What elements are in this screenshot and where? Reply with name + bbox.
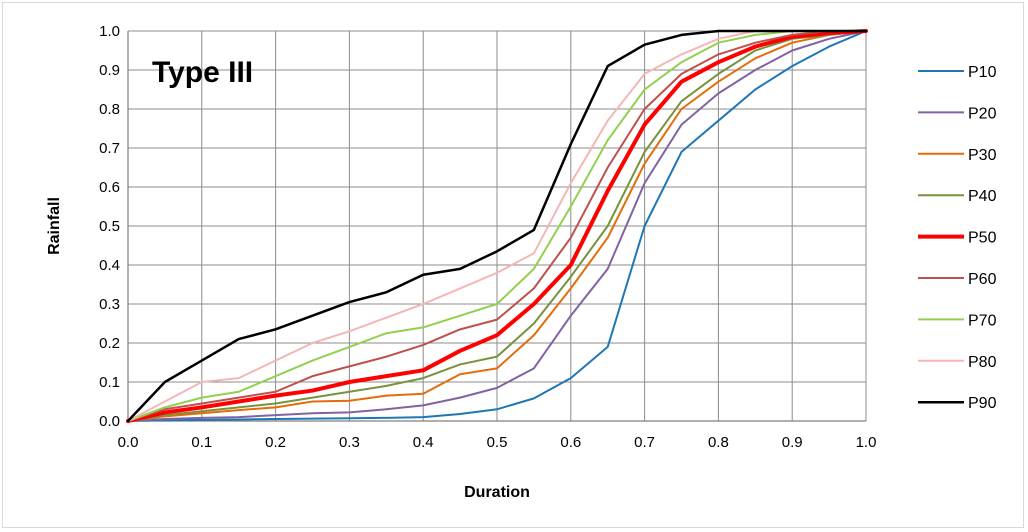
series-line-p30 [127, 30, 867, 422]
legend-label-p60: P60 [968, 271, 997, 288]
legend-label-p10: P10 [968, 64, 997, 81]
series-line-p80 [127, 30, 867, 422]
legend-label-p30: P30 [968, 147, 997, 164]
x-tick-label: 0.1 [191, 434, 212, 451]
y-axis-ticks: 0.0 0.1 0.2 0.3 0.4 0.5 0.6 0.7 0.8 0.9 1.0 [99, 23, 120, 430]
chart-title: Type III [152, 56, 253, 89]
series-line-p90 [126, 29, 868, 423]
x-tick-label: 0.4 [413, 434, 434, 451]
y-tick-label: 0.7 [99, 140, 120, 157]
series-line-p60 [127, 30, 867, 422]
x-tick-label: 0.0 [118, 434, 139, 451]
legend-label-p50: P50 [968, 230, 997, 247]
series-line-p50 [126, 29, 868, 423]
y-axis-title: Rainfall [46, 197, 63, 255]
series-line-p70 [127, 30, 867, 422]
x-tick-label: 0.5 [487, 434, 508, 451]
y-tick-label: 1.0 [99, 23, 120, 40]
series-line-p40 [127, 30, 867, 422]
y-tick-label: 0.1 [99, 374, 120, 391]
y-tick-label: 0.4 [99, 257, 120, 274]
legend-label-p40: P40 [968, 188, 997, 205]
x-tick-label: 0.3 [339, 434, 360, 451]
x-axis-title: Duration [464, 484, 530, 501]
legend: P10 P20 P30 P40 P50 P60 P70 P80 P90 [918, 64, 997, 412]
series-lines [126, 29, 868, 423]
y-tick-label: 0.2 [99, 335, 120, 352]
series-line-p20 [127, 30, 867, 422]
y-tick-label: 0.8 [99, 101, 120, 118]
y-tick-label: 0.6 [99, 179, 120, 196]
axes [127, 31, 866, 422]
x-axis-ticks: 0.0 0.1 0.2 0.3 0.4 0.5 0.6 0.7 0.8 0.9 1.0 [118, 434, 877, 451]
x-tick-label: 0.9 [782, 434, 803, 451]
x-tick-label: 0.2 [265, 434, 286, 451]
x-tick-label: 0.8 [708, 434, 729, 451]
y-tick-label: 0.5 [99, 218, 120, 235]
y-tick-label: 0.3 [99, 296, 120, 313]
legend-label-p80: P80 [968, 354, 997, 371]
x-tick-label: 0.6 [560, 434, 581, 451]
x-tick-label: 0.7 [634, 434, 655, 451]
y-tick-label: 0.0 [99, 413, 120, 430]
legend-label-p90: P90 [968, 395, 997, 412]
legend-label-p70: P70 [968, 312, 997, 329]
series-line-p10 [127, 30, 867, 422]
y-tick-label: 0.9 [99, 62, 120, 79]
legend-label-p20: P20 [968, 105, 997, 122]
x-tick-label: 1.0 [856, 434, 877, 451]
